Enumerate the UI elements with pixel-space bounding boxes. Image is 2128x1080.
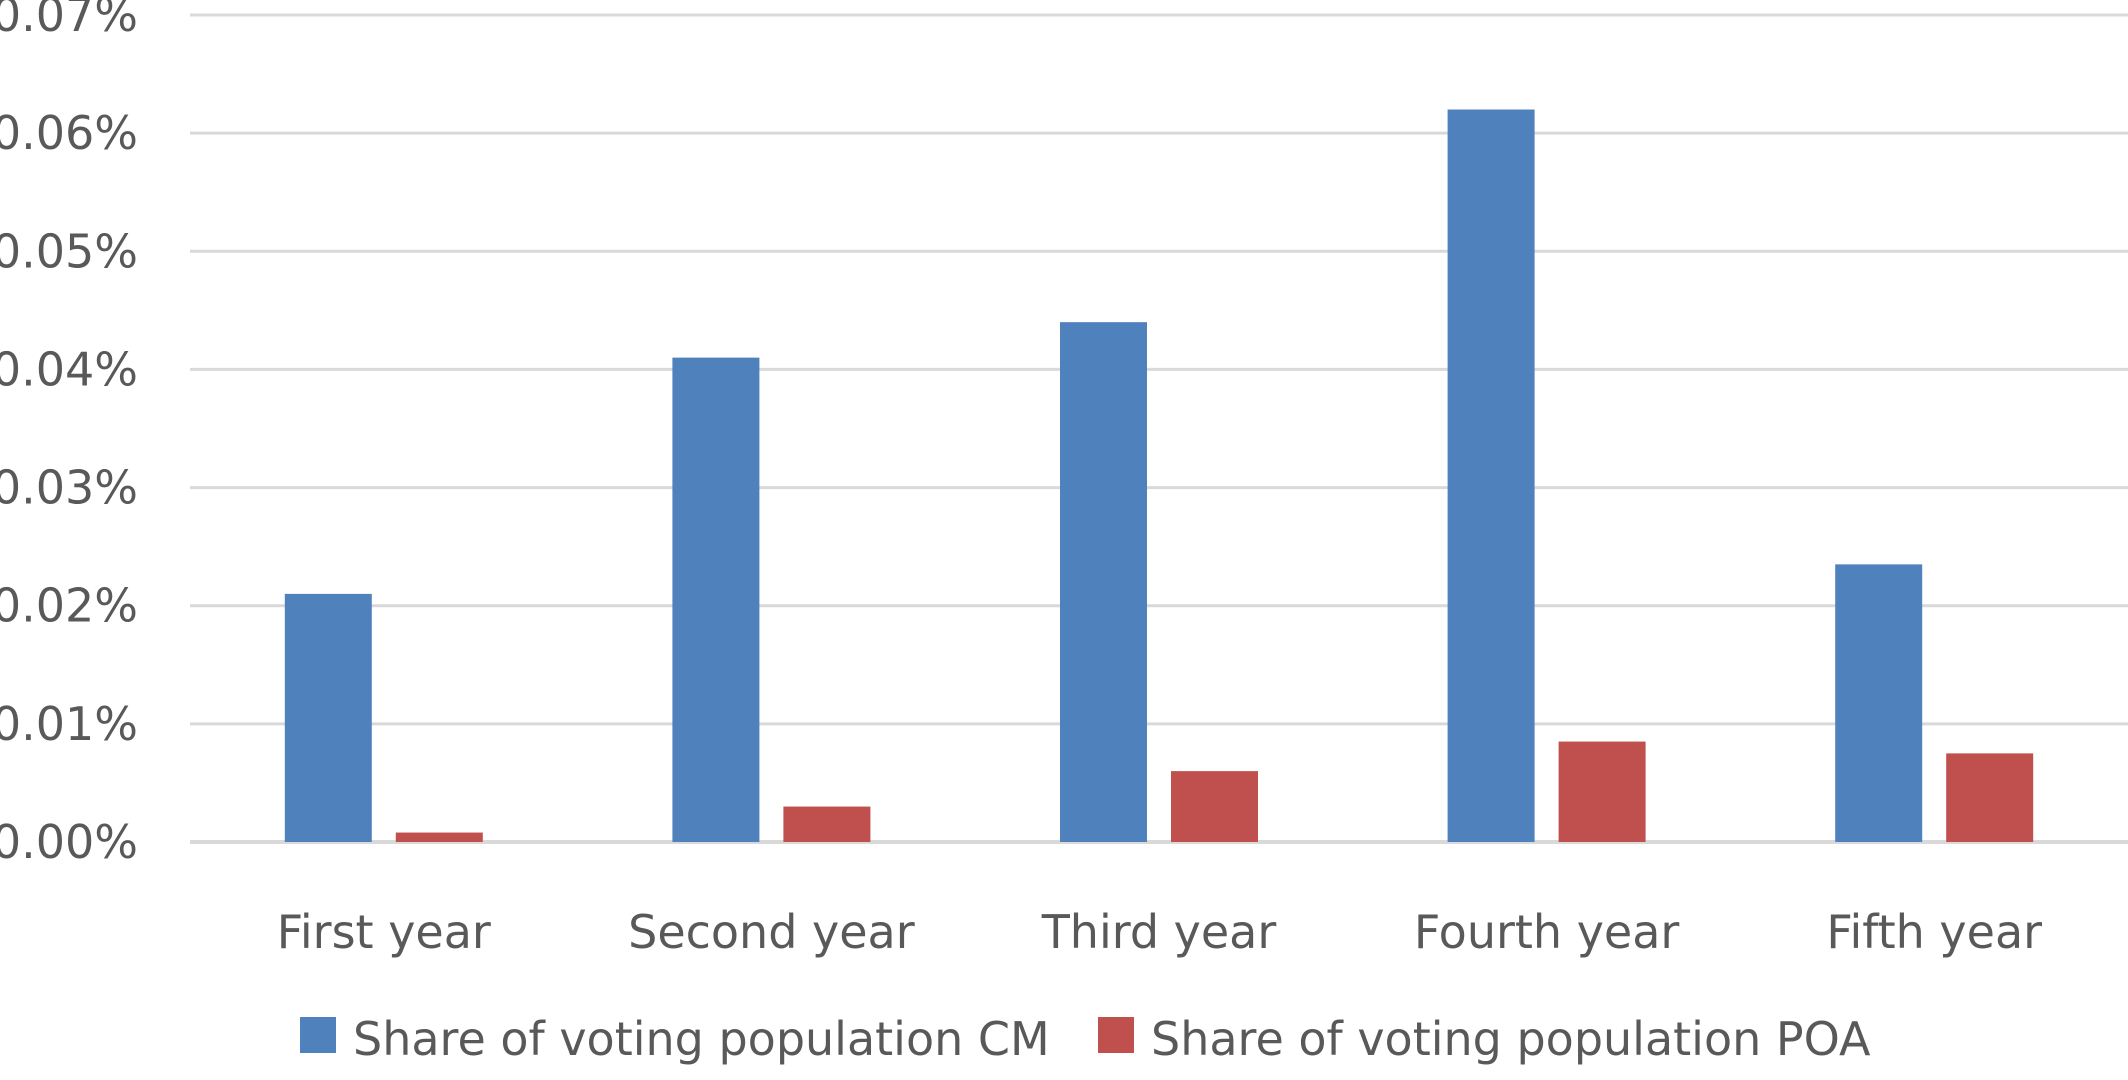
legend-label: Share of voting population CM	[353, 1012, 1050, 1066]
bars	[284, 109, 2034, 843]
legend: Share of voting population CM Share of vo…	[300, 1012, 1871, 1066]
gridlines	[190, 13, 2128, 844]
bar-poa	[1946, 753, 2034, 842]
bar-poa	[783, 806, 871, 842]
y-axis-tick-labels: 0.00% 0.01% 0.02% 0.03% 0.04% 0.05% 0.06% 0.07%	[0, 0, 138, 869]
x-category-label: First year	[277, 905, 491, 959]
bar-cm	[1835, 564, 1923, 842]
x-category-label: Second year	[628, 905, 915, 959]
bar-cm	[1447, 109, 1535, 842]
legend-swatch	[1098, 1017, 1134, 1053]
bar-cm	[284, 593, 372, 842]
y-tick-label: 0.03%	[0, 461, 138, 515]
y-tick-label: 0.02%	[0, 579, 138, 633]
y-tick-label: 0.06%	[0, 106, 138, 160]
legend-swatch	[300, 1017, 336, 1053]
bar-poa	[1558, 741, 1646, 842]
legend-label: Share of voting population POA	[1151, 1012, 1871, 1066]
y-tick-label: 0.01%	[0, 697, 138, 751]
y-tick-label: 0.05%	[0, 224, 138, 278]
y-tick-label: 0.07%	[0, 0, 138, 42]
bar-poa	[395, 832, 483, 842]
bar-cm	[1060, 322, 1147, 843]
y-tick-label: 0.04%	[0, 342, 138, 396]
x-axis-category-labels: First year Second year Third year Fourth ye…	[277, 905, 2042, 959]
x-category-label: Third year	[1041, 905, 1277, 959]
x-category-label: Fourth year	[1414, 905, 1680, 959]
y-tick-label: 0.00%	[0, 815, 138, 869]
x-category-label: Fifth year	[1826, 905, 2042, 959]
bar-cm	[672, 357, 760, 842]
bar-poa	[1171, 771, 1258, 842]
